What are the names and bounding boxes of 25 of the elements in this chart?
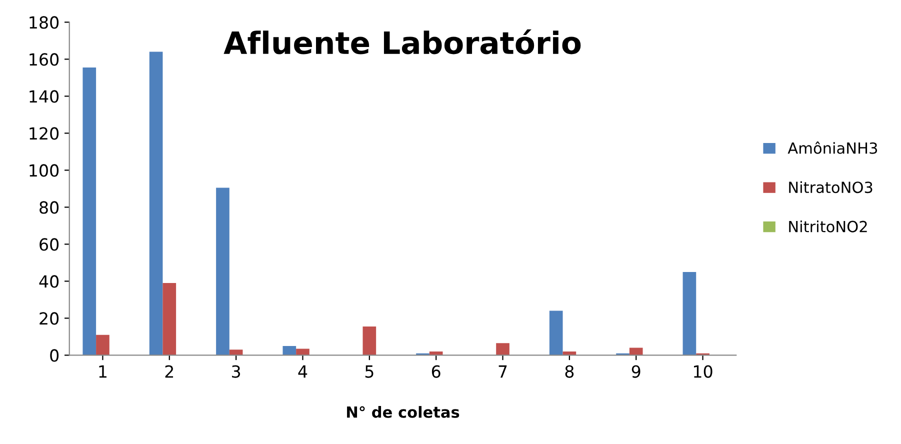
y-tick-label: 0 — [50, 349, 59, 362]
y-tick-label: 160 — [30, 53, 59, 66]
y-tick-label: 100 — [30, 164, 59, 177]
x-tick-label: 8 — [565, 365, 574, 378]
x-tick-label: 10 — [694, 365, 712, 378]
x-axis-title: N° de coletas — [347, 406, 460, 418]
chart-title: Afluente Laboratório — [224, 29, 581, 54]
y-tick-label: 120 — [30, 127, 59, 140]
y-tick-label: 20 — [40, 312, 59, 325]
x-tick-label: 2 — [165, 365, 174, 378]
y-tick-label: 140 — [30, 90, 59, 103]
x-tick-label: 3 — [232, 365, 240, 378]
y-tick-label: 80 — [40, 201, 59, 214]
legend-label: NitratoNO3 — [789, 181, 872, 194]
legend-label: NitritoNO2 — [789, 220, 867, 232]
x-tick-label: 9 — [632, 365, 640, 378]
y-tick-label: 40 — [39, 275, 59, 288]
y-tick-label: 60 — [40, 238, 59, 251]
x-tick-label: 5 — [365, 365, 374, 378]
x-tick-label: 1 — [99, 365, 106, 378]
legend-label: AmôniaNH3 — [788, 141, 878, 154]
x-tick-label: 6 — [432, 365, 440, 378]
x-tick-label: 4 — [298, 365, 308, 378]
x-tick-label: 7 — [498, 365, 507, 378]
y-tick-label: 180 — [30, 16, 59, 29]
